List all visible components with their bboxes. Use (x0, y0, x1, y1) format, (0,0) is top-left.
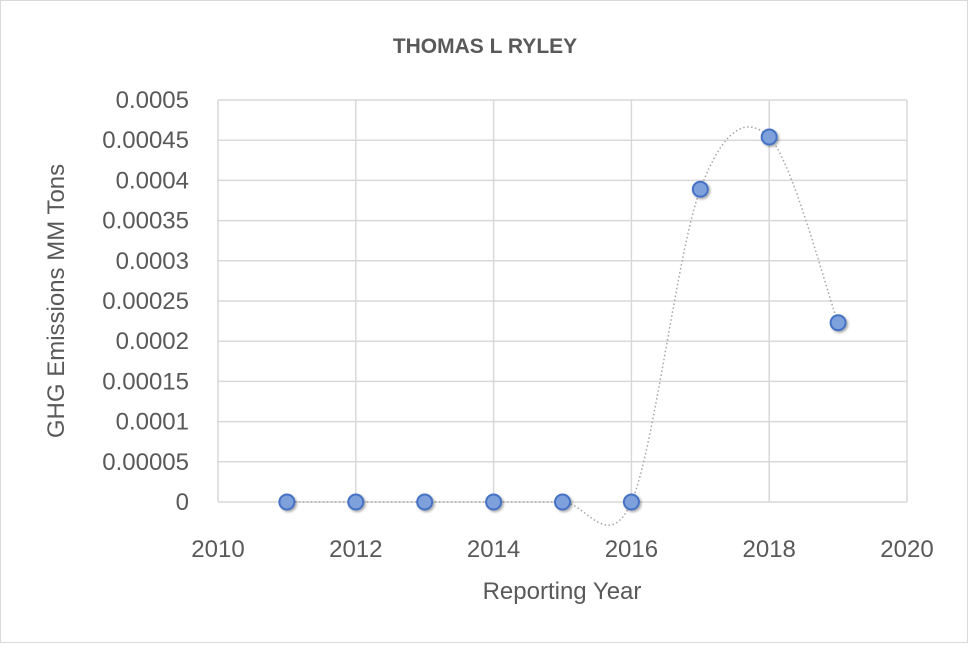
x-tick-label: 2018 (743, 536, 796, 563)
x-axis-tick-labels: 2010 2012 2014 2016 2018 2020 (191, 536, 933, 563)
y-tick-label: 0.0003 (116, 248, 189, 275)
y-tick-label: 0 (176, 489, 189, 516)
y-tick-label: 0.00025 (102, 288, 189, 315)
data-point (485, 493, 503, 511)
y-tick-label: 0.0001 (116, 409, 189, 436)
data-point (554, 493, 571, 511)
x-tick-label: 2012 (329, 536, 382, 563)
y-tick-label: 0.00035 (102, 208, 189, 235)
data-point (416, 493, 434, 511)
data-point (347, 493, 365, 511)
y-tick-label: 0.00045 (102, 127, 189, 154)
data-point (829, 314, 847, 332)
y-tick-label: 0.0004 (116, 167, 189, 194)
x-tick-label: 2014 (467, 536, 520, 563)
y-tick-label: 0.00015 (102, 368, 189, 395)
data-point (278, 493, 296, 511)
y-axis-tick-labels: 0 0.00005 0.0001 0.00015 0.0002 0.00025 0.0003… (102, 87, 189, 516)
x-axis-label: Reporting Year (483, 578, 642, 605)
chart-title: THOMAS L RYLEY (393, 35, 577, 58)
gridlines (217, 99, 908, 503)
data-points (278, 128, 847, 511)
data-point (760, 128, 778, 146)
x-tick-label: 2010 (191, 536, 244, 563)
y-tick-label: 0.00005 (102, 449, 189, 476)
x-tick-label: 2016 (605, 536, 658, 563)
data-point (622, 493, 640, 511)
y-tick-label: 0.0005 (116, 87, 189, 114)
y-axis-label: GHG Emissions MM Tons (43, 164, 70, 438)
y-tick-label: 0.0002 (116, 328, 189, 355)
series-smooth-line (286, 126, 839, 526)
data-point (691, 180, 709, 198)
x-tick-label: 2020 (880, 536, 933, 563)
